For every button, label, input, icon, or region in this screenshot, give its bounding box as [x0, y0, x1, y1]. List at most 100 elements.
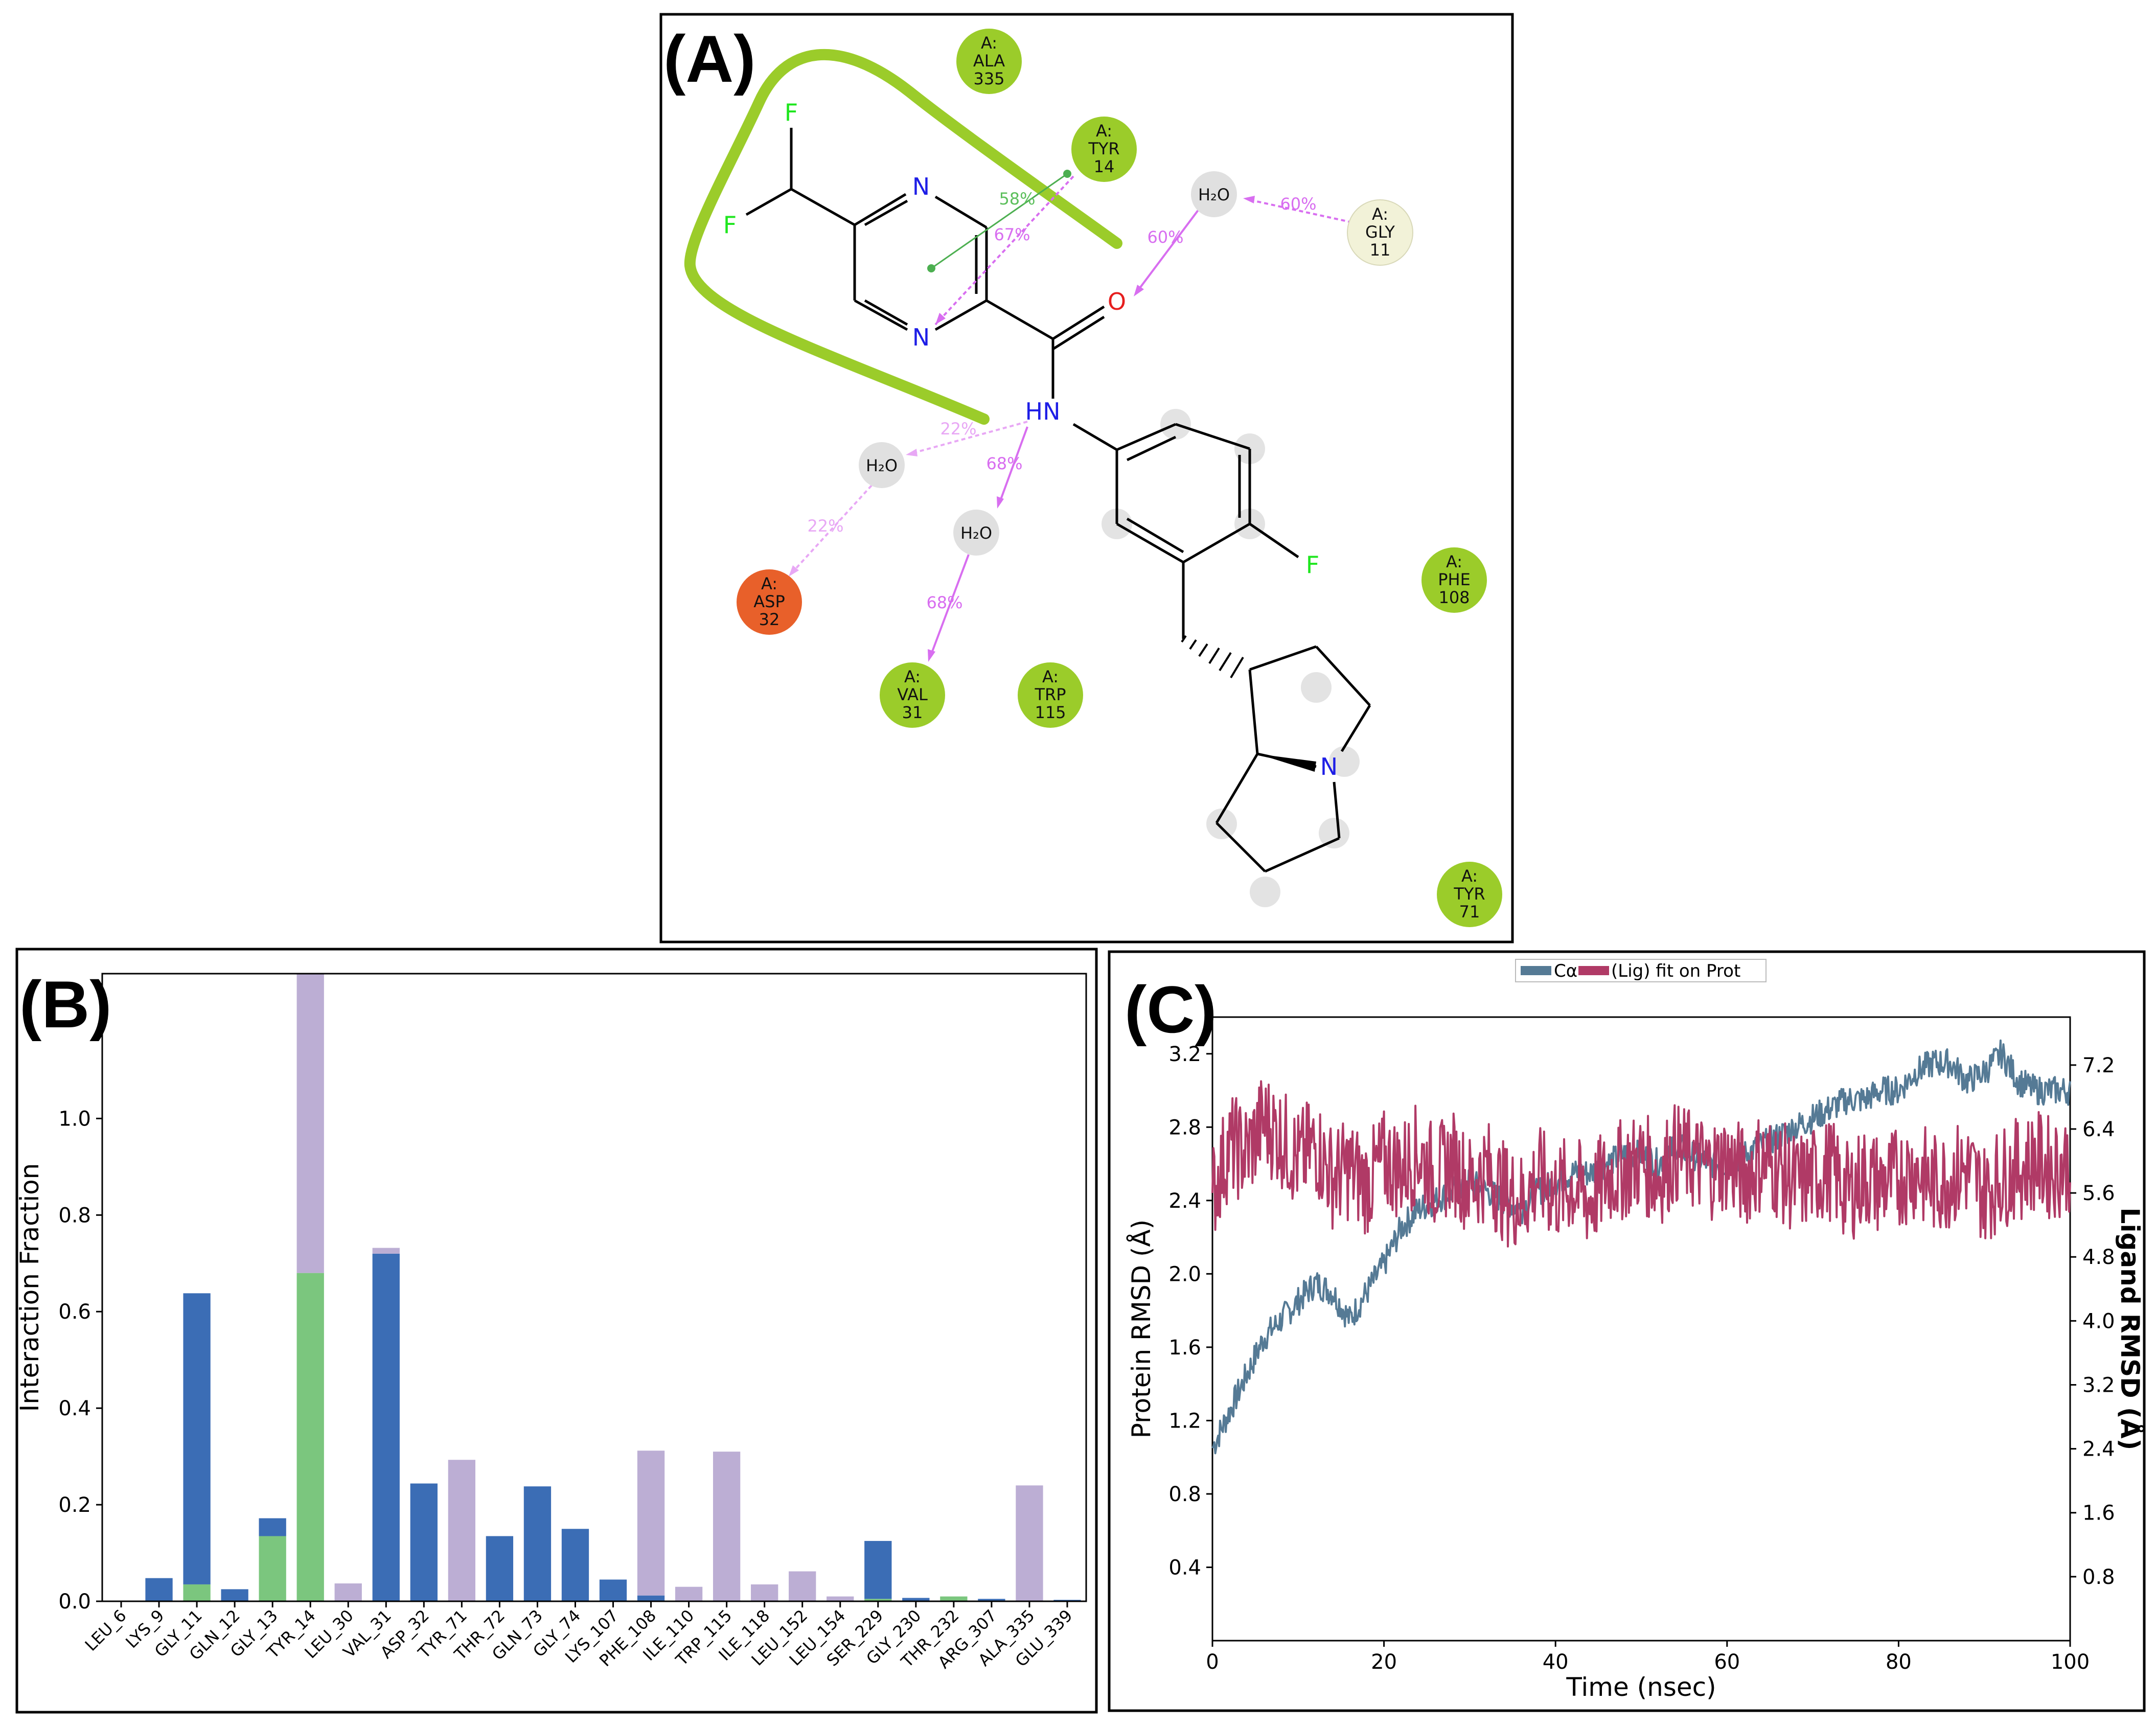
arrowhead	[928, 649, 935, 662]
bar-val_31-water-bridges	[372, 1248, 400, 1254]
bond	[745, 188, 792, 216]
chart-c-plot: 0.4 0.8 1.2 1.6 2.0 2.4 2.8 3.2 0.8 1.6 2.4 3.2 4.0 4…	[1127, 959, 2145, 1702]
legend-swatch-ligand	[1578, 966, 1609, 975]
interaction-lines	[789, 170, 1352, 662]
bond	[1175, 423, 1250, 450]
water-circle	[953, 510, 999, 556]
water-circle	[859, 442, 905, 488]
legend-label-protein: Cα	[1554, 961, 1577, 981]
halo	[1329, 746, 1360, 777]
y-tick-label-left: 3.2	[1168, 1043, 1201, 1066]
bar-ile_110-water-bridges	[675, 1586, 703, 1601]
bar-leu_152-water-bridges	[789, 1571, 816, 1601]
bar-ala_335-water-bridges	[1016, 1485, 1043, 1601]
panel-a-label: (A)	[663, 21, 755, 96]
y-tick-label: 0.8	[58, 1204, 91, 1227]
y-axis-title-left: Protein RMSD (Å)	[1127, 1219, 1156, 1438]
pct-label: 67%	[994, 225, 1030, 244]
hbond-water-val31	[929, 554, 970, 657]
residue-circle	[1347, 199, 1413, 266]
bar-tyr_71-water-bridges	[448, 1460, 476, 1601]
bar-lys_9-hydrophobic	[145, 1578, 173, 1601]
panel-b-frame	[15, 948, 1098, 1714]
bar-gly_11-h-bonds	[183, 1584, 211, 1601]
bar-phe_108-water-bridges	[637, 1451, 665, 1596]
residue-number: 108	[1438, 588, 1470, 607]
bond	[1072, 423, 1118, 451]
pct-label: 22%	[807, 516, 843, 536]
hbond-nh-water	[909, 421, 1028, 455]
pct-label: 68%	[926, 593, 962, 612]
hash	[1208, 647, 1220, 664]
legend: Cα (Lig) fit on Prot	[1515, 959, 1767, 982]
residue-chain: A:	[904, 667, 921, 686]
bar-tyr_14-water-bridges	[296, 974, 324, 1273]
bond	[1333, 781, 1341, 839]
water-molecule: H₂O	[953, 510, 999, 556]
halo	[1319, 818, 1349, 848]
hydrophobic-pocket-outline	[684, 49, 1122, 425]
y-tick-label: 1.0	[58, 1107, 91, 1131]
bond	[1264, 837, 1340, 873]
bar-thr_72-hydrophobic	[486, 1536, 514, 1601]
residue-number: 31	[902, 703, 923, 722]
hbond-water-o	[1136, 209, 1200, 292]
y-tick-label-right: 2.4	[2082, 1438, 2115, 1461]
x-tick-label: 80	[1886, 1650, 1912, 1674]
residue-name: ASP	[753, 592, 785, 611]
bond	[1052, 305, 1105, 340]
water-molecules: H₂O H₂O H₂O	[859, 171, 1237, 556]
residue-name: PHE	[1438, 570, 1471, 589]
water-label: H₂O	[866, 456, 898, 475]
pi-centroid	[927, 264, 935, 272]
y-tick-label: 0.2	[58, 1493, 91, 1517]
y-tick-label-left: 0.8	[1168, 1483, 1201, 1506]
y-tick-label-left: 1.2	[1168, 1409, 1201, 1433]
y-axis-title-right: Ligand RMSD (Å)	[2115, 1208, 2145, 1451]
y-tick-label-left: 2.4	[1168, 1189, 1201, 1213]
atom-n: N	[912, 173, 930, 200]
arrowhead	[935, 313, 946, 325]
bar-gly_11-hydrophobic	[183, 1293, 211, 1584]
hash	[1181, 635, 1187, 643]
atom-n: N	[912, 324, 930, 351]
bar-ile_118-water-bridges	[751, 1584, 778, 1601]
residue-chain: A:	[981, 33, 997, 53]
bond	[1116, 423, 1176, 451]
y-tick-label-right: 1.6	[2082, 1502, 2115, 1525]
bar-gln_12-hydrophobic	[221, 1589, 248, 1601]
bar-gly_74-hydrophobic	[561, 1529, 589, 1601]
bar-asp_32-hydrophobic	[410, 1483, 438, 1601]
atom-o: O	[1108, 288, 1126, 315]
x-tick-label: 20	[1371, 1650, 1397, 1674]
y-tick-label-right: 4.8	[2082, 1246, 2115, 1269]
pct-label: 60%	[1280, 194, 1316, 214]
x-tick-label: 40	[1543, 1650, 1569, 1674]
panel-a-ligand-interaction-diagram: (A)	[659, 13, 1514, 943]
residue-circle	[737, 569, 802, 635]
hbond-water-asp32	[791, 485, 873, 573]
bond	[1249, 522, 1299, 559]
hash	[1219, 652, 1232, 672]
legend-swatch-protein	[1521, 966, 1551, 975]
arrowhead	[1134, 285, 1144, 296]
y-tick-label-left: 0.4	[1168, 1556, 1201, 1579]
residue-number: 11	[1370, 240, 1391, 260]
y-axis-title: Interaction Fraction	[15, 1163, 44, 1412]
atom-n: N	[1320, 753, 1338, 780]
bar-gln_73-hydrophobic	[523, 1486, 552, 1601]
bond	[934, 299, 988, 331]
hbond-nh-water	[998, 426, 1028, 504]
residue-circle	[1421, 547, 1487, 613]
bar-ser_229-h-bonds	[864, 1599, 892, 1601]
residue-circle	[1071, 117, 1137, 182]
y-tick-label: 0.6	[58, 1300, 91, 1324]
bond	[1249, 645, 1317, 671]
residue-circle	[1437, 862, 1502, 927]
atom-f: F	[785, 99, 798, 126]
bond	[854, 299, 908, 331]
residue-name: GLY	[1365, 222, 1395, 242]
halo	[1250, 877, 1280, 907]
